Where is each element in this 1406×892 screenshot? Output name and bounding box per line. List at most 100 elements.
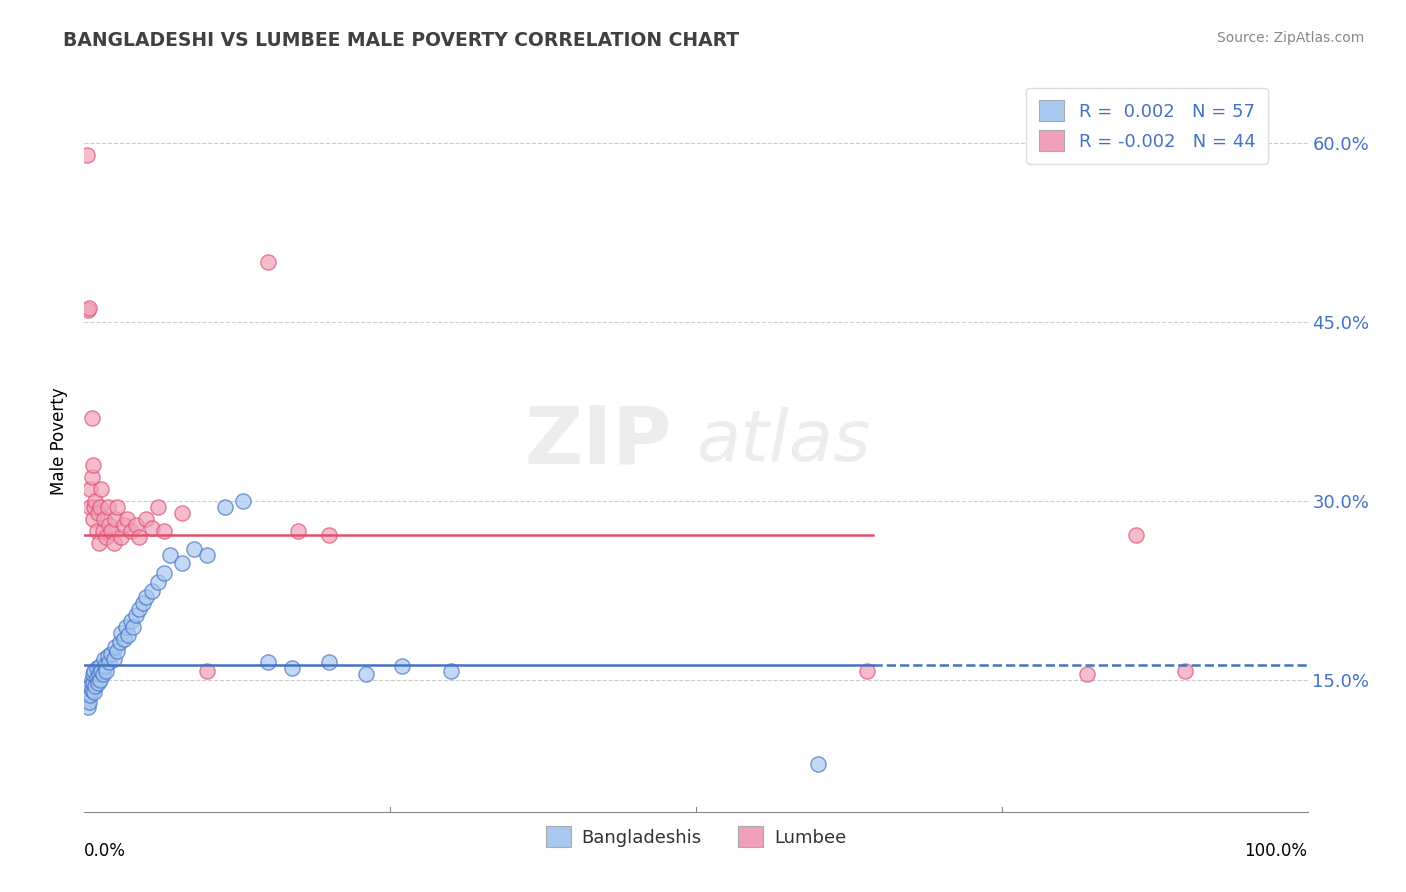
Point: [96, 530, 118, 544]
Point: [287, 524, 309, 538]
Point: [100, 524, 122, 538]
Point: [1076, 667, 1098, 681]
Point: [97, 656, 120, 670]
Point: [79, 500, 101, 515]
Point: [86, 524, 108, 538]
Point: [83, 664, 105, 678]
Point: [86, 671, 108, 685]
Text: ZIP: ZIP: [524, 402, 672, 481]
Point: [87, 536, 110, 550]
Point: [110, 625, 132, 640]
Point: [125, 607, 148, 622]
Point: [105, 643, 128, 657]
Point: [89, 659, 111, 673]
Point: [83, 685, 105, 699]
Point: [91, 524, 114, 538]
Point: [89, 673, 111, 688]
Point: [80, 673, 103, 688]
Point: [856, 664, 879, 678]
Point: [82, 667, 104, 681]
Point: [112, 632, 135, 646]
Point: [122, 619, 145, 633]
Point: [77, 699, 100, 714]
Text: Source: ZipAtlas.com: Source: ZipAtlas.com: [1216, 31, 1364, 45]
Point: [117, 628, 139, 642]
Point: [87, 667, 110, 681]
Point: [354, 667, 377, 681]
Text: 0.0%: 0.0%: [84, 841, 127, 860]
Point: [153, 566, 176, 580]
Point: [80, 410, 103, 425]
Point: [76, 148, 98, 162]
Point: [135, 590, 157, 604]
Point: [115, 619, 138, 633]
Point: [97, 649, 120, 664]
Text: 100.0%: 100.0%: [1244, 841, 1308, 860]
Point: [257, 255, 280, 269]
Point: [112, 518, 135, 533]
Point: [128, 601, 150, 615]
Point: [91, 667, 114, 681]
Point: [87, 506, 110, 520]
Point: [80, 470, 103, 484]
Point: [214, 500, 236, 515]
Point: [807, 756, 830, 771]
Point: [84, 494, 107, 508]
Point: [87, 675, 110, 690]
Point: [153, 524, 176, 538]
Point: [132, 596, 155, 610]
Point: [103, 652, 125, 666]
Point: [1125, 527, 1147, 541]
Point: [440, 664, 463, 678]
Point: [79, 688, 101, 702]
Point: [120, 614, 142, 628]
Point: [84, 679, 107, 693]
Point: [80, 682, 103, 697]
Point: [183, 541, 205, 556]
Point: [195, 664, 218, 678]
Point: [120, 524, 142, 538]
Point: [82, 512, 104, 526]
Point: [82, 458, 104, 473]
Y-axis label: Male Poverty: Male Poverty: [51, 388, 69, 495]
Point: [108, 635, 131, 649]
Point: [83, 500, 105, 515]
Point: [146, 575, 169, 590]
Point: [82, 675, 104, 690]
Point: [128, 530, 150, 544]
Point: [257, 656, 280, 670]
Point: [110, 530, 132, 544]
Point: [318, 527, 340, 541]
Point: [77, 695, 100, 709]
Point: [86, 661, 108, 675]
Point: [232, 494, 254, 508]
Point: [93, 512, 115, 526]
Point: [76, 691, 98, 706]
Point: [96, 664, 118, 678]
Point: [94, 659, 117, 673]
Point: [318, 656, 340, 670]
Point: [1174, 664, 1197, 678]
Point: [100, 647, 122, 661]
Point: [115, 512, 138, 526]
Point: [125, 518, 148, 533]
Point: [105, 500, 128, 515]
Point: [89, 500, 111, 515]
Point: [104, 512, 127, 526]
Point: [93, 652, 115, 666]
Point: [172, 506, 194, 520]
Point: [90, 483, 112, 497]
Point: [103, 536, 125, 550]
Point: [141, 583, 163, 598]
Point: [97, 500, 120, 515]
Point: [281, 661, 304, 675]
Legend: Bangladeshis, Lumbee: Bangladeshis, Lumbee: [538, 819, 853, 855]
Point: [172, 557, 194, 571]
Point: [195, 548, 218, 562]
Point: [90, 664, 112, 678]
Point: [79, 679, 101, 693]
Point: [77, 301, 100, 315]
Point: [104, 640, 127, 654]
Text: BANGLADESHI VS LUMBEE MALE POVERTY CORRELATION CHART: BANGLADESHI VS LUMBEE MALE POVERTY CORRE…: [63, 31, 740, 50]
Point: [135, 512, 157, 526]
